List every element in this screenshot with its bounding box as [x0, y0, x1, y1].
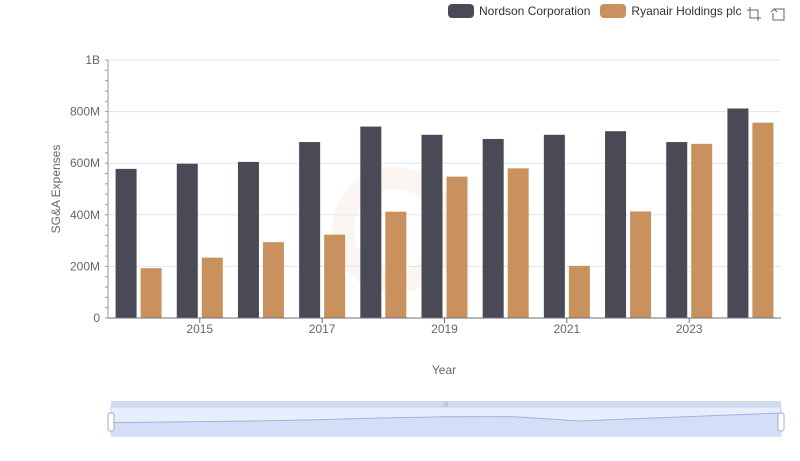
- bar-nordson-2018[interactable]: [360, 126, 382, 319]
- legend-label-nordson: Nordson Corporation: [479, 4, 591, 18]
- bar-nordson-2019[interactable]: [421, 134, 443, 318]
- zoom-icon[interactable]: [746, 6, 762, 22]
- bar-ryanair-2023[interactable]: [691, 143, 713, 318]
- bar-nordson-2014[interactable]: [115, 168, 137, 318]
- bar-nordson-2024[interactable]: [727, 108, 749, 318]
- bar-nordson-2017[interactable]: [299, 142, 321, 318]
- bar-ryanair-2022[interactable]: [630, 211, 652, 318]
- x-tick-label: 2017: [309, 322, 336, 336]
- zoom-handle-left[interactable]: [107, 412, 115, 432]
- bar-ryanair-2017[interactable]: [324, 234, 346, 318]
- bar-ryanair-2014[interactable]: [140, 268, 162, 318]
- zoom-preview-area: [111, 413, 781, 436]
- bar-nordson-2021[interactable]: [543, 134, 565, 318]
- bar-ryanair-2018[interactable]: [385, 211, 407, 318]
- x-tick-label: 2015: [186, 322, 213, 336]
- bar-nordson-2016[interactable]: [237, 161, 259, 318]
- toolbox: [746, 6, 786, 22]
- y-tick-label: 1B: [85, 53, 100, 67]
- bar-nordson-2015[interactable]: [176, 163, 198, 318]
- bar-ryanair-2015[interactable]: [201, 257, 223, 318]
- bar-nordson-2023[interactable]: [666, 142, 688, 318]
- x-tick-label: 2023: [676, 322, 703, 336]
- legend-item-ryanair[interactable]: Ryanair Holdings plc: [600, 4, 741, 18]
- x-axis-title: Year: [431, 363, 457, 377]
- legend-swatch-ryanair: [600, 4, 627, 18]
- zoom-drag-grip-icon[interactable]: |||: [444, 402, 449, 408]
- y-tick-label: 800M: [70, 105, 100, 119]
- bar-ryanair-2024[interactable]: [752, 122, 774, 318]
- bar-ryanair-2019[interactable]: [446, 176, 468, 318]
- y-axis-title: SG&A Expenses: [49, 144, 63, 234]
- legend: Nordson Corporation Ryanair Holdings plc: [448, 4, 741, 18]
- zoom-preview-line: [110, 412, 782, 424]
- y-tick-label: 0: [93, 311, 100, 325]
- y-tick-label: 200M: [70, 259, 100, 273]
- restore-icon[interactable]: [770, 6, 786, 22]
- zoom-slider-top-bar[interactable]: [111, 401, 781, 407]
- zoom-handle-right[interactable]: [777, 412, 785, 432]
- bar-nordson-2022[interactable]: [605, 131, 627, 318]
- bar-ryanair-2020[interactable]: [507, 168, 529, 318]
- legend-label-ryanair: Ryanair Holdings plc: [631, 4, 742, 18]
- x-tick-label: 2019: [431, 322, 458, 336]
- x-tick-label: 2021: [554, 322, 581, 336]
- legend-swatch-nordson: [448, 4, 474, 18]
- legend-item-nordson[interactable]: Nordson Corporation: [448, 4, 590, 18]
- y-tick-label: 400M: [70, 208, 100, 222]
- y-tick-label: 600M: [70, 156, 100, 170]
- bar-ryanair-2021[interactable]: [568, 265, 590, 318]
- bar-ryanair-2016[interactable]: [262, 242, 284, 318]
- bar-nordson-2020[interactable]: [482, 138, 504, 318]
